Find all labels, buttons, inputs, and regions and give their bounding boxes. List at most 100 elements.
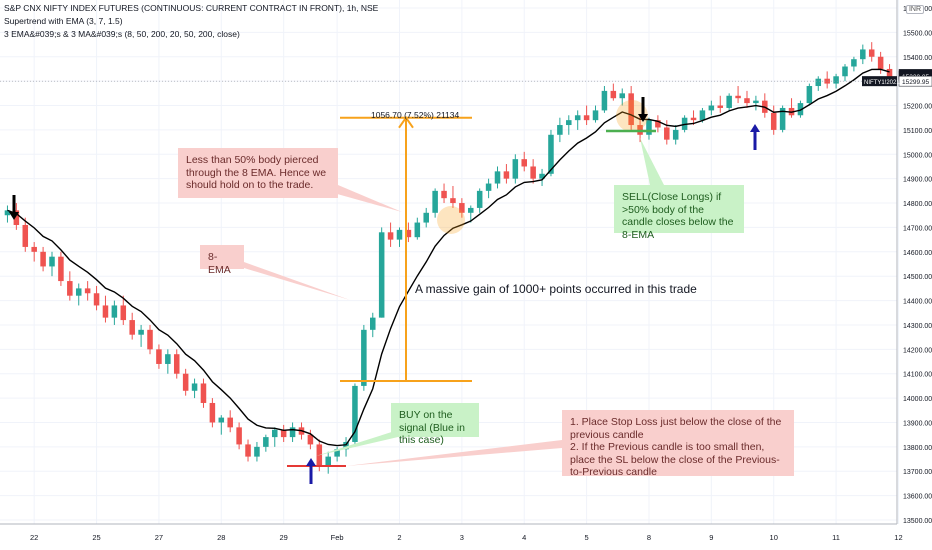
candle-body <box>218 417 225 423</box>
buy-note[interactable]: BUY on the signal (Blue in this case) <box>391 403 479 446</box>
ema8-line <box>7 68 890 447</box>
candle-body <box>459 203 465 213</box>
candle-body <box>396 229 403 240</box>
y-tick-label: 14700.00 <box>903 225 932 232</box>
x-tick-label: 3 <box>460 533 464 542</box>
candle-body <box>111 305 118 318</box>
indicator-ema-legend[interactable]: 3 EMA&#039;s & 3 MA&#039;s (8, 50, 200, … <box>4 29 240 39</box>
candle-body <box>824 78 830 84</box>
candle-body <box>833 76 839 84</box>
y-tick-label: 13500.00 <box>903 518 932 525</box>
measure-arrowhead <box>398 115 414 129</box>
candle-body <box>503 171 510 179</box>
candle-body <box>494 171 501 184</box>
x-tick-label: 5 <box>585 533 589 542</box>
candle-body <box>566 120 572 126</box>
candle-body <box>307 434 314 445</box>
candle-body <box>31 246 37 252</box>
candle-body <box>886 68 893 82</box>
candle-body <box>191 383 198 391</box>
candle-body <box>432 190 438 213</box>
candle-body <box>120 305 127 321</box>
hold-note-tail <box>330 185 402 212</box>
candle-body <box>485 183 492 191</box>
buy-arrow-right-head <box>750 124 760 132</box>
candle-body <box>530 166 536 179</box>
drawing-overlays <box>0 80 897 484</box>
candle-body <box>156 349 162 364</box>
candle-body <box>200 383 207 403</box>
price-tag <box>898 75 932 87</box>
candle-body <box>93 293 100 306</box>
candle-body <box>512 159 519 179</box>
candle-body <box>557 125 563 135</box>
stoploss-note[interactable]: 1. Place Stop Loss just below the close … <box>562 410 794 478</box>
sell-arrow-right-head <box>638 114 648 122</box>
x-tick-label: 8 <box>647 533 651 542</box>
sell-note[interactable]: SELL(Close Longs) if >50% body of the ca… <box>614 185 744 241</box>
x-tick-label: 12 <box>894 533 902 542</box>
x-tick-label: 4 <box>522 533 526 542</box>
y-tick-label: 15100.00 <box>903 128 932 135</box>
candle-body <box>414 222 421 238</box>
candle-body <box>851 59 857 67</box>
candle-body <box>102 305 109 318</box>
symbol-tag-label: NIFTY1!2021 <box>864 80 900 86</box>
price-tag-label: 15299.95 <box>902 79 929 86</box>
candle-body <box>441 190 447 199</box>
y-tick-label: 15500.00 <box>903 30 932 37</box>
candle-body <box>699 110 706 121</box>
x-tick-label: 28 <box>217 533 225 542</box>
candle-body <box>770 112 777 130</box>
candle-body <box>592 110 599 121</box>
candle-body <box>779 107 786 130</box>
ema-note[interactable]: 8-EMA <box>200 245 244 276</box>
candle-body <box>548 134 554 174</box>
y-tick-label: 14000.00 <box>903 396 932 403</box>
hold-note[interactable]: Less than 50% body pierced through the 8… <box>178 148 338 198</box>
indicator-supertrend-legend[interactable]: Supertrend with EMA (3, 7, 1.5) <box>4 16 123 26</box>
candle-body <box>22 224 29 247</box>
candle-body <box>868 49 875 57</box>
gain-text: A massive gain of 1000+ points occurred … <box>415 282 697 296</box>
sell-highlight-circle <box>616 100 648 132</box>
sell-note-tail <box>640 138 664 185</box>
stoploss-note-tail <box>346 440 562 466</box>
y-tick-label: 14100.00 <box>903 372 932 379</box>
candle-body <box>58 256 64 282</box>
candle-body <box>343 441 349 450</box>
buy-arrow-left-head <box>306 458 316 466</box>
y-tick-label: 14400.00 <box>903 299 932 306</box>
y-tick-label: 13600.00 <box>903 494 932 501</box>
candle-body <box>628 93 634 126</box>
candle-body <box>744 98 750 104</box>
candle-body <box>147 329 153 350</box>
candle-body <box>263 437 269 447</box>
x-tick-label: 11 <box>832 533 840 542</box>
candle-body <box>842 66 848 77</box>
candle-body <box>753 100 759 104</box>
chart-title: S&P CNX NIFTY INDEX FUTURES (CONTINUOUS:… <box>4 3 379 13</box>
candle-body <box>601 90 608 111</box>
candle-body <box>717 105 724 108</box>
candle-body <box>574 115 581 121</box>
price-axis[interactable]: 13500.00 13600.00 13700.00 13800.00 13900.00… <box>862 0 932 525</box>
candle-body <box>806 86 813 104</box>
candle-body <box>690 117 697 121</box>
candle-body <box>423 212 429 223</box>
y-tick-label: 14300.00 <box>903 323 932 330</box>
candle-body <box>280 429 287 438</box>
candle-body <box>877 56 884 69</box>
candle-body <box>254 446 260 457</box>
y-tick-label: 14500.00 <box>903 274 932 281</box>
candle-body <box>361 329 367 386</box>
candle-body <box>67 281 73 296</box>
candle-body <box>539 173 545 179</box>
time-axis[interactable]: 2225272829Feb2345891011121516 <box>0 523 932 542</box>
y-tick-label: 15200.00 <box>903 104 932 111</box>
candle-body <box>405 229 412 238</box>
x-tick-label: 29 <box>279 533 287 542</box>
candle-body <box>387 232 394 240</box>
candle-body <box>735 95 741 99</box>
